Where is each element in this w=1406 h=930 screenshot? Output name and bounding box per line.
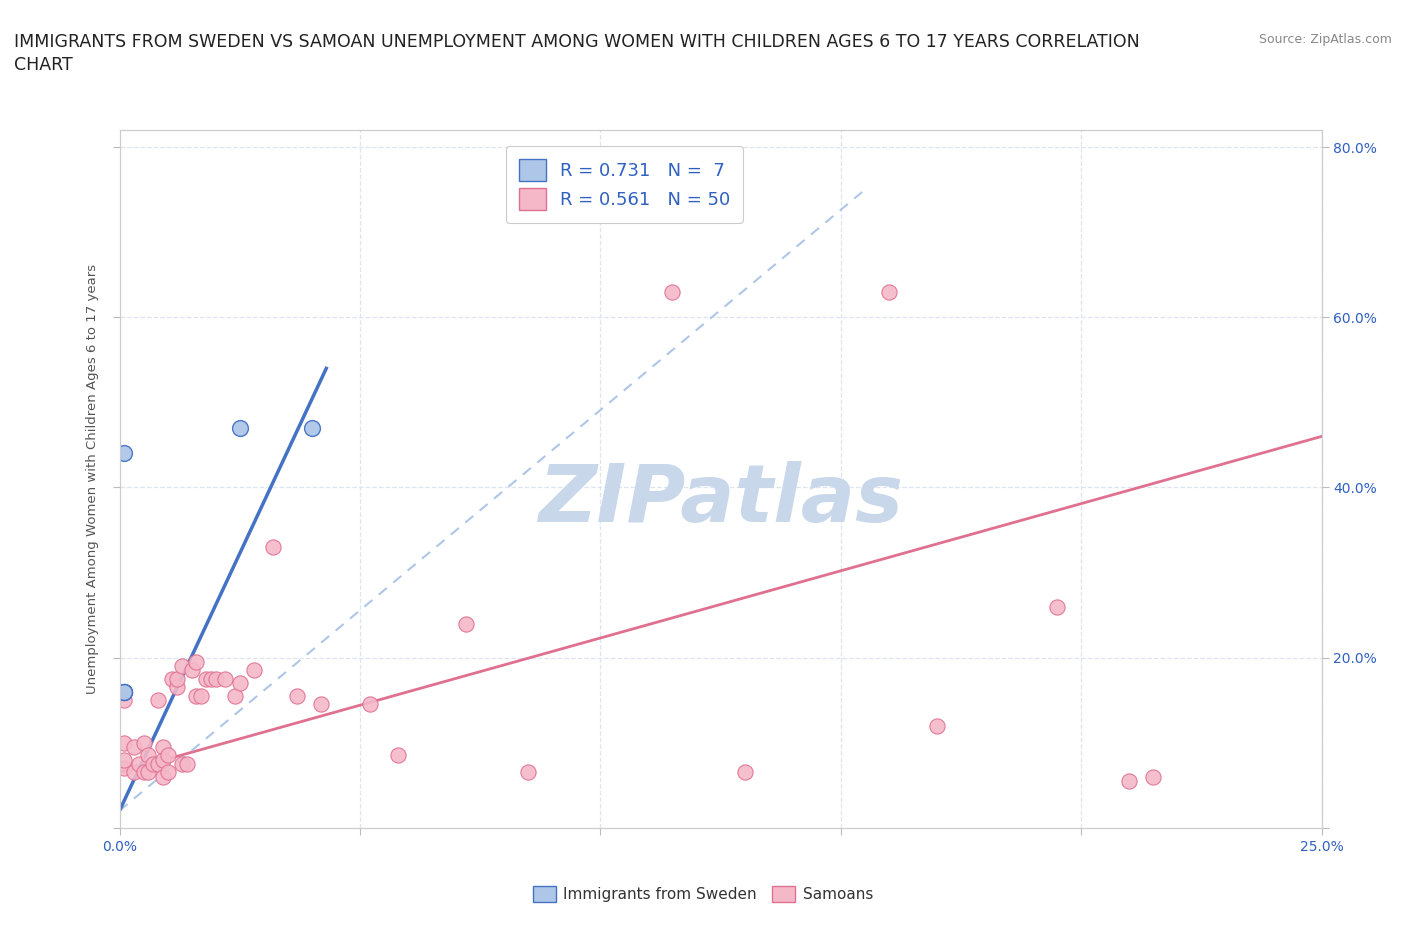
Point	[311, 697, 333, 711]
Point	[176, 756, 198, 771]
Point	[195, 671, 218, 686]
Point	[204, 671, 226, 686]
Point	[138, 765, 160, 780]
Point	[661, 285, 683, 299]
Point	[186, 655, 208, 670]
Point	[112, 736, 135, 751]
Point	[243, 663, 266, 678]
Y-axis label: Unemployment Among Women with Children Ages 6 to 17 years: Unemployment Among Women with Children A…	[86, 264, 100, 694]
Point	[146, 693, 169, 708]
Point	[200, 671, 222, 686]
Point	[170, 658, 193, 673]
Point	[925, 718, 948, 733]
Legend: R = 0.731   N =  7, R = 0.561   N = 50: R = 0.731 N = 7, R = 0.561 N = 50	[506, 146, 742, 223]
Point	[186, 688, 208, 703]
Point	[112, 446, 135, 461]
Point	[454, 616, 477, 631]
Point	[122, 765, 145, 780]
Point	[387, 748, 409, 763]
Point	[146, 756, 169, 771]
Text: ZIPatlas: ZIPatlas	[538, 461, 903, 538]
Point	[162, 671, 184, 686]
Point	[122, 739, 145, 754]
Point	[156, 748, 179, 763]
Point	[301, 420, 323, 435]
Point	[359, 697, 381, 711]
Point	[166, 680, 188, 695]
Point	[128, 756, 150, 771]
Point	[112, 752, 135, 767]
Point	[228, 676, 252, 691]
Point	[112, 684, 135, 699]
Point	[1118, 774, 1140, 789]
Point	[166, 671, 188, 686]
Point	[152, 752, 174, 767]
Point	[138, 748, 160, 763]
Point	[112, 761, 135, 776]
Point	[877, 285, 900, 299]
Point	[152, 739, 174, 754]
Point	[132, 736, 155, 751]
Legend: Immigrants from Sweden, Samoans: Immigrants from Sweden, Samoans	[527, 880, 879, 909]
Point	[517, 765, 540, 780]
Point	[287, 688, 309, 703]
Point	[190, 688, 212, 703]
Point	[214, 671, 236, 686]
Text: IMMIGRANTS FROM SWEDEN VS SAMOAN UNEMPLOYMENT AMONG WOMEN WITH CHILDREN AGES 6 T: IMMIGRANTS FROM SWEDEN VS SAMOAN UNEMPLO…	[14, 33, 1140, 74]
Point	[112, 684, 135, 699]
Point	[152, 769, 174, 784]
Point	[142, 756, 165, 771]
Point	[1046, 599, 1069, 614]
Point	[132, 765, 155, 780]
Point	[112, 684, 135, 699]
Point	[112, 684, 135, 699]
Point	[228, 420, 252, 435]
Point	[734, 765, 756, 780]
Point	[180, 663, 202, 678]
Point	[262, 539, 284, 554]
Point	[170, 756, 193, 771]
Text: Source: ZipAtlas.com: Source: ZipAtlas.com	[1258, 33, 1392, 46]
Point	[112, 693, 135, 708]
Point	[1142, 769, 1164, 784]
Point	[156, 765, 179, 780]
Point	[224, 688, 246, 703]
